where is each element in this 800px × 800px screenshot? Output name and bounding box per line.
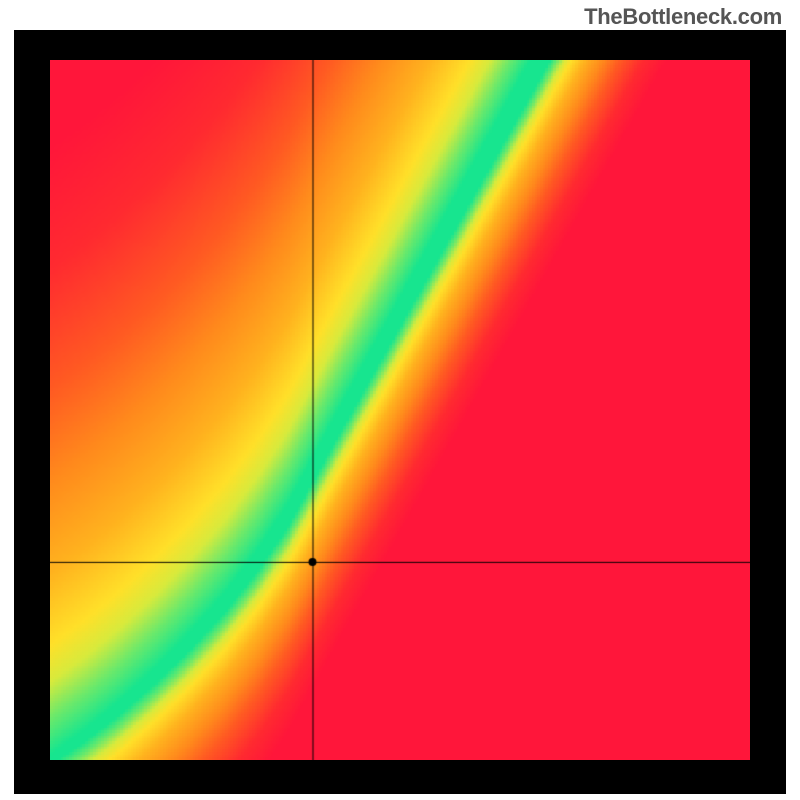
watermark-text: TheBottleneck.com [584,4,782,30]
crosshair-overlay [50,60,750,760]
